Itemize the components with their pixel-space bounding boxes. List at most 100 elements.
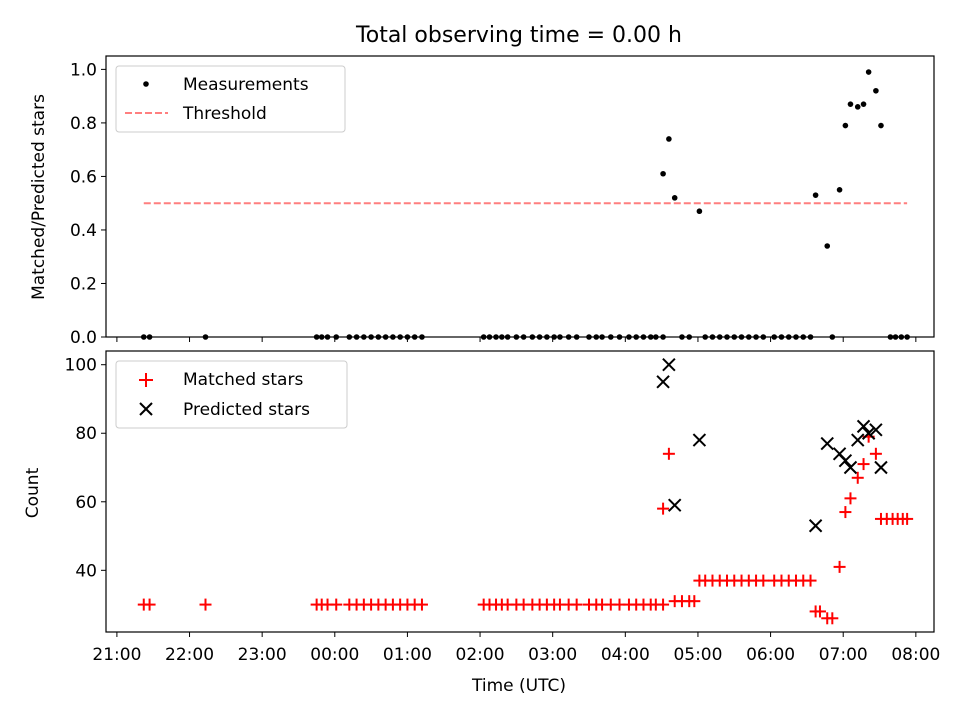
measurement-point xyxy=(493,334,499,340)
predicted-star-point xyxy=(692,433,707,447)
ratio-y-tick-label: 0.4 xyxy=(70,221,97,241)
legend-threshold-label: Threshold xyxy=(182,104,267,124)
ratio-y-axis-label: Matched/Predicted stars xyxy=(29,94,49,300)
count-panel: 40 60 80 100 21:00 22:00 23:00 00:00 01:00 02:00… xyxy=(23,350,940,696)
measurement-point xyxy=(753,334,759,340)
measurement-point xyxy=(593,334,600,340)
x-tick-label: 02:00 xyxy=(456,645,505,665)
count-legend: Matched stars Predicted stars xyxy=(115,360,348,429)
measurement-point xyxy=(616,334,623,340)
measurement-point xyxy=(738,334,745,340)
matched-star-point xyxy=(813,605,826,618)
matched-star-point xyxy=(657,598,670,611)
chart-title: Total observing time = 0.00 h xyxy=(355,23,682,48)
measurement-point xyxy=(313,334,320,340)
matched-star-point xyxy=(143,598,156,611)
measurement-point xyxy=(836,187,843,193)
ratio-data xyxy=(140,69,910,340)
measurement-point xyxy=(887,334,894,340)
measurement-point xyxy=(771,334,778,340)
measurement-point xyxy=(842,122,849,129)
x-tick-label: 21:00 xyxy=(92,645,141,665)
measurement-point xyxy=(760,334,767,340)
measurement-point xyxy=(873,87,879,94)
measurement-point xyxy=(660,334,666,340)
matched-star-point xyxy=(199,598,212,611)
predicted-star-point xyxy=(869,423,883,437)
measurement-point xyxy=(807,334,814,340)
measurement-point xyxy=(800,334,807,340)
measurement-point xyxy=(653,334,659,340)
legend-predicted-label: Predicted stars xyxy=(183,400,310,420)
x-tick-label: 05:00 xyxy=(673,645,722,665)
count-plot-area xyxy=(105,350,935,633)
x-tick-label: 04:00 xyxy=(601,645,650,665)
count-y-tick-label: 100 xyxy=(65,356,97,376)
measurement-point xyxy=(586,334,592,340)
measurement-point xyxy=(499,334,505,340)
ratio-y-tick-label: 0.8 xyxy=(70,114,97,134)
measurement-point xyxy=(324,334,331,340)
matched-star-point xyxy=(826,612,839,625)
ratio-y-axis: 0.0 0.2 0.4 0.6 0.8 1.0 xyxy=(70,60,106,348)
count-y-tick-label: 40 xyxy=(75,561,97,581)
matched-star-point xyxy=(757,574,770,587)
count-y-axis: 40 60 80 100 xyxy=(65,356,106,581)
ratio-panel: 0.0 0.2 0.4 0.6 0.8 1.0 Matched/Predicted sta… xyxy=(29,55,935,348)
legend-measurements-label: Measurements xyxy=(183,75,309,95)
count-y-tick-label: 60 xyxy=(75,493,97,513)
matched-star-point xyxy=(662,447,675,460)
predicted-star-point xyxy=(820,436,834,451)
matched-star-point xyxy=(901,512,914,525)
measurement-point xyxy=(607,334,614,340)
measurement-point xyxy=(731,334,738,340)
measurement-point xyxy=(865,69,872,75)
predicted-star-point xyxy=(838,453,853,468)
measurement-point xyxy=(640,334,647,340)
x-axis-label: Time (UTC) xyxy=(471,676,566,696)
ratio-legend-box xyxy=(115,65,346,133)
predicted-star-point xyxy=(874,460,888,475)
legend-measurements-marker xyxy=(143,81,149,87)
predicted-star-point xyxy=(656,375,670,389)
measurement-point xyxy=(709,334,716,340)
ratio-y-tick-label: 0.2 xyxy=(70,274,97,294)
measurement-point xyxy=(847,101,854,107)
predicted-star-point xyxy=(808,519,823,533)
measurement-point xyxy=(333,334,340,340)
measurement-point xyxy=(513,334,520,340)
measurement-point xyxy=(361,334,367,340)
ratio-legend: Measurements Threshold xyxy=(115,65,346,133)
x-tick-label: 00:00 xyxy=(310,645,359,665)
measurement-point xyxy=(745,334,752,340)
measurement-point xyxy=(626,334,632,340)
x-tick-label: 22:00 xyxy=(165,645,214,665)
ratio-y-tick-label: 0.6 xyxy=(70,167,97,187)
measurement-point xyxy=(860,101,867,107)
measurement-point xyxy=(647,334,654,340)
measurement-point xyxy=(829,334,836,340)
matched-star-point xyxy=(851,471,864,484)
matched-star-point xyxy=(330,598,343,611)
measurement-point xyxy=(346,334,353,340)
measurement-point xyxy=(679,334,685,340)
x-tick-label: 08:00 xyxy=(891,645,940,665)
measurement-point xyxy=(368,334,374,340)
predicted-star-point xyxy=(667,498,682,512)
legend-matched-marker xyxy=(139,373,153,387)
matched-star-point xyxy=(688,595,701,608)
measurement-point xyxy=(382,334,389,340)
measurement-point xyxy=(686,334,693,340)
matched-star-point xyxy=(857,458,870,471)
count-y-tick-label: 80 xyxy=(75,424,97,444)
measurement-point xyxy=(778,334,785,340)
matched-star-point xyxy=(833,560,846,573)
measurement-point xyxy=(411,334,418,340)
measurement-point xyxy=(904,334,910,340)
measurement-point xyxy=(565,334,572,340)
measurement-point xyxy=(696,208,703,215)
measurement-point xyxy=(892,334,899,340)
matched-star-point xyxy=(804,574,817,587)
measurement-point xyxy=(898,334,905,340)
